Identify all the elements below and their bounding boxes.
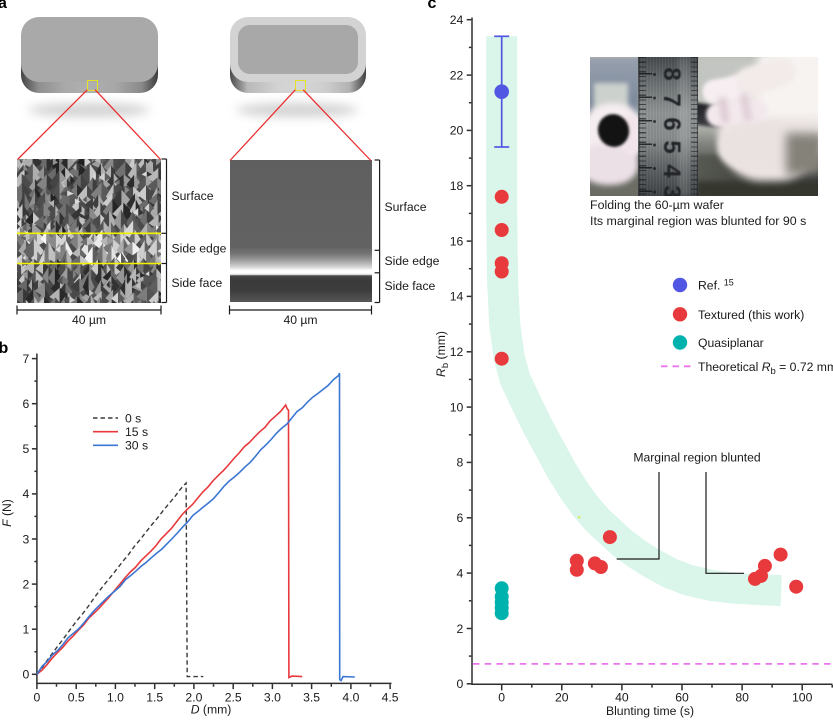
svg-text:80: 80 (735, 691, 749, 705)
svg-text:60: 60 (675, 691, 689, 705)
svg-text:4: 4 (457, 566, 464, 580)
svg-text:22: 22 (450, 68, 464, 82)
svg-text:0: 0 (457, 677, 464, 691)
svg-text:20: 20 (555, 691, 569, 705)
svg-text:5: 5 (23, 442, 30, 456)
svg-text:1.5: 1.5 (146, 691, 163, 705)
svg-text:Side face: Side face (172, 276, 223, 290)
svg-text:0: 0 (498, 691, 505, 705)
svg-text:2.0: 2.0 (185, 691, 202, 705)
svg-text:2.5: 2.5 (225, 691, 242, 705)
svg-text:8: 8 (457, 456, 464, 470)
svg-text:3.0: 3.0 (264, 691, 281, 705)
svg-text:40 µm: 40 µm (283, 313, 317, 327)
svg-text:7: 7 (23, 352, 30, 366)
svg-text:0.5: 0.5 (68, 691, 85, 705)
svg-text:2: 2 (23, 577, 30, 591)
svg-text:3.5: 3.5 (303, 691, 320, 705)
svg-text:Ref. 15: Ref. 15 (698, 278, 734, 293)
svg-text:0: 0 (34, 691, 41, 705)
svg-text:100: 100 (792, 691, 813, 705)
svg-text:14: 14 (450, 290, 464, 304)
svg-text:4.5: 4.5 (382, 691, 399, 705)
svg-text:10: 10 (450, 400, 464, 414)
svg-text:24: 24 (450, 13, 464, 27)
svg-text:3: 3 (23, 532, 30, 546)
svg-text:40 µm: 40 µm (72, 313, 106, 327)
svg-text:0 s: 0 s (125, 411, 141, 425)
svg-text:1: 1 (23, 623, 30, 637)
svg-text:Surface: Surface (385, 200, 427, 214)
svg-text:12: 12 (450, 345, 464, 359)
svg-text:Textured (this work): Textured (this work) (698, 308, 804, 322)
svg-text:30 s: 30 s (125, 439, 148, 453)
svg-text:F (N): F (N) (0, 499, 14, 527)
svg-text:1.0: 1.0 (107, 691, 124, 705)
svg-text:4: 4 (23, 487, 30, 501)
svg-text:Side edge: Side edge (385, 254, 440, 268)
svg-text:6: 6 (457, 511, 464, 525)
svg-text:Marginal region blunted: Marginal region blunted (633, 451, 760, 465)
svg-text:15 s: 15 s (125, 425, 148, 439)
svg-text:Rb (mm): Rb (mm) (434, 331, 451, 377)
svg-text:16: 16 (450, 234, 464, 248)
svg-text:Quasiplanar: Quasiplanar (698, 336, 764, 350)
svg-text:D (mm): D (mm) (191, 703, 232, 717)
svg-text:0: 0 (23, 668, 30, 682)
svg-text:18: 18 (450, 179, 464, 193)
svg-text:2: 2 (457, 622, 464, 636)
svg-text:6: 6 (23, 397, 30, 411)
svg-text:4.0: 4.0 (342, 691, 359, 705)
svg-text:Side face: Side face (385, 279, 436, 293)
svg-text:40: 40 (615, 691, 629, 705)
svg-text:20: 20 (450, 124, 464, 138)
svg-text:Theoretical Rb = 0.72 mm: Theoretical Rb = 0.72 mm (698, 360, 833, 377)
svg-text:Side edge: Side edge (172, 242, 227, 256)
svg-text:Surface: Surface (172, 189, 214, 203)
svg-text:Blunting time (s): Blunting time (s) (606, 704, 694, 718)
